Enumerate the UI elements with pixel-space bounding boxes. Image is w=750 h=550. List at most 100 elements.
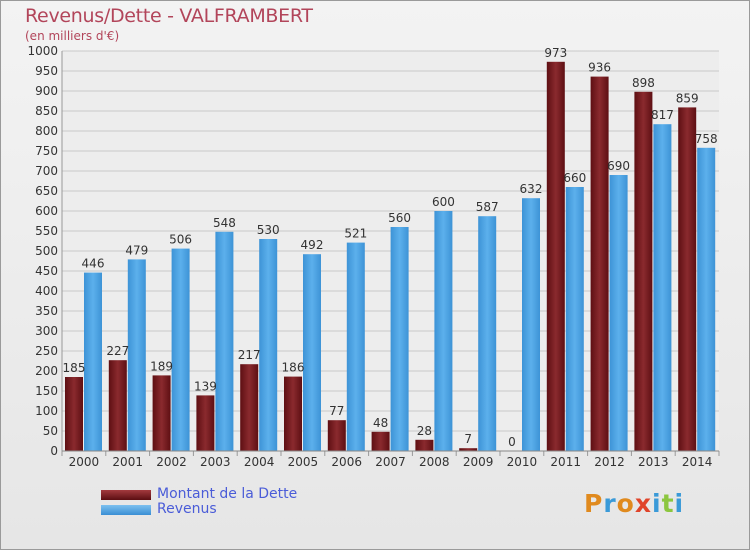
data-label-debt: 936: [588, 61, 611, 75]
x-tick-label: 2013: [638, 455, 669, 469]
bar-revenue-2014: [697, 147, 716, 452]
data-label-debt: 227: [106, 344, 129, 358]
data-label-revenue: 600: [432, 195, 455, 209]
bar-debt-2012: [590, 76, 609, 451]
data-label-debt: 139: [194, 379, 217, 393]
y-tick-label: 650: [35, 184, 58, 198]
y-tick-label: 900: [35, 84, 58, 98]
data-label-debt: 898: [632, 76, 655, 90]
logo-letter: i: [652, 489, 662, 518]
x-tick-label: 2009: [463, 455, 494, 469]
y-tick-label: 100: [35, 404, 58, 418]
bar-revenue-2007: [390, 227, 409, 451]
legend-swatch-debt: [101, 490, 151, 500]
bar-debt-2007: [371, 431, 390, 451]
x-tick-label: 2012: [594, 455, 625, 469]
data-label-revenue: 632: [520, 182, 543, 196]
bar-debt-2002: [152, 375, 171, 451]
bar-revenue-2008: [434, 211, 453, 451]
data-label-revenue: 660: [563, 171, 586, 185]
data-label-revenue: 690: [607, 159, 630, 173]
bar-revenue-2006: [346, 242, 365, 451]
data-label-revenue: 548: [213, 216, 236, 230]
legend-swatch-revenue: [101, 505, 151, 515]
y-tick-label: 950: [35, 64, 58, 78]
bar-revenue-2010: [522, 198, 540, 451]
y-tick-label: 550: [35, 224, 58, 238]
data-label-revenue: 758: [695, 132, 718, 146]
x-tick-label: 2006: [331, 455, 362, 469]
bar-revenue-2012: [609, 175, 628, 451]
data-label-revenue: 560: [388, 211, 411, 225]
data-label-debt: 0: [508, 435, 516, 449]
data-label-debt: 48: [373, 416, 388, 430]
y-tick-label: 1000: [27, 44, 58, 58]
data-label-debt: 186: [282, 361, 305, 375]
data-label-revenue: 506: [169, 233, 192, 247]
proxiti-logo: Proxiti: [584, 489, 684, 518]
y-tick-label: 450: [35, 264, 58, 278]
y-tick-label: 700: [35, 164, 58, 178]
x-tick-label: 2000: [69, 455, 100, 469]
x-tick-label: 2005: [288, 455, 319, 469]
y-tick-label: 500: [35, 244, 58, 258]
y-axis: 0 50 100 150 200 250 300 350 400 450 500 550 600 650 7…: [27, 44, 63, 458]
bar-revenue-2003: [215, 231, 234, 451]
y-tick-label: 50: [43, 424, 58, 438]
y-tick-label: 300: [35, 324, 58, 338]
bar-debt-2003: [196, 395, 215, 451]
data-label-debt: 7: [464, 432, 472, 446]
x-axis: 2000 2001 2002 2003 2004 2005 2006 2007 2008 2009…: [61, 450, 720, 469]
x-tick-label: 2010: [507, 455, 538, 469]
data-label-debt: 185: [63, 361, 86, 375]
y-tick-label: 0: [50, 444, 58, 458]
legend-label-debt: Montant de la Dette: [157, 486, 298, 502]
bars: [65, 61, 716, 452]
logo-letter: t: [661, 489, 675, 518]
legend-label-revenue: Revenus: [157, 501, 217, 517]
data-label-revenue: 587: [476, 200, 499, 214]
bar-revenue-2009: [478, 216, 497, 451]
x-tick-label: 2008: [419, 455, 450, 469]
bar-debt-2006: [327, 420, 346, 451]
chart-title: Revenus/Dette - VALFRAMBERT: [25, 5, 313, 27]
bar-debt-2005: [284, 376, 302, 451]
bar-chart: 0 50 100 150 200 250 300 350 400 450 500 550 600 650 7…: [27, 44, 720, 469]
data-labels: 185 446 227 479 189 506 139 548 217 530 186 492 77 52…: [63, 46, 718, 449]
bar-revenue-2013: [653, 124, 672, 451]
bar-debt-2000: [65, 377, 83, 451]
y-tick-label: 150: [35, 384, 58, 398]
bar-revenue-2004: [259, 239, 278, 451]
bar-revenue-2002: [171, 248, 190, 451]
logo-letter: i: [674, 489, 685, 518]
bar-revenue-2000: [84, 272, 102, 451]
y-tick-label: 350: [35, 304, 58, 318]
bar-debt-2014: [678, 107, 697, 452]
y-tick-label: 850: [35, 104, 58, 118]
x-tick-label: 2011: [550, 455, 581, 469]
data-label-revenue: 446: [82, 257, 105, 271]
logo-letter: x: [634, 489, 652, 518]
bar-revenue-2001: [127, 259, 146, 451]
bar-revenue-2005: [303, 254, 321, 451]
data-label-debt: 973: [544, 46, 567, 60]
y-tick-label: 200: [35, 364, 58, 378]
y-tick-label: 600: [35, 204, 58, 218]
data-label-revenue: 530: [257, 223, 280, 237]
bar-debt-2013: [634, 91, 653, 452]
bar-debt-2009: [459, 448, 478, 451]
bar-debt-2008: [415, 439, 434, 451]
data-label-debt: 859: [676, 91, 699, 105]
y-tick-label: 400: [35, 284, 58, 298]
data-label-debt: 28: [417, 424, 432, 438]
bar-debt-2004: [240, 364, 259, 451]
grid-layer: [62, 50, 719, 452]
data-label-debt: 189: [150, 359, 173, 373]
bar-debt-2011: [546, 61, 565, 452]
data-label-debt: 77: [329, 404, 344, 418]
chart-subtitle: (en milliers d'€): [25, 29, 120, 43]
x-tick-label: 2003: [200, 455, 231, 469]
x-tick-label: 2007: [375, 455, 406, 469]
data-label-revenue: 492: [301, 238, 324, 252]
